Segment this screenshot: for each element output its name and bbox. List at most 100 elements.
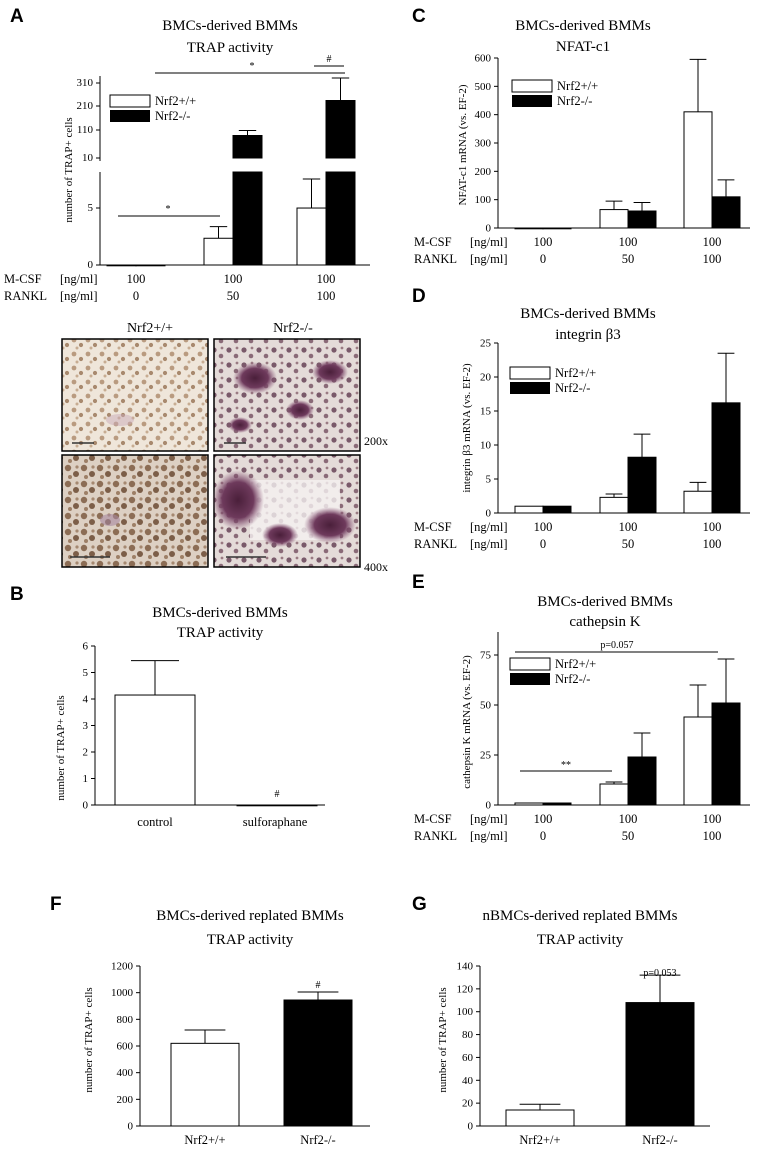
significance-star: * bbox=[166, 204, 171, 215]
panel-b-title-line1: BMCs-derived BMMs bbox=[152, 605, 288, 621]
y-tick-label: 300 bbox=[475, 138, 492, 150]
panel-f-title-line2: TRAP activity bbox=[207, 932, 294, 948]
panel-c-title-line2: NFAT-c1 bbox=[556, 39, 610, 55]
condition-value: 0 bbox=[540, 252, 546, 266]
bar bbox=[627, 756, 657, 806]
condition-value: 50 bbox=[622, 829, 635, 843]
y-tick-label: 40 bbox=[462, 1075, 474, 1087]
y-tick-label: 400 bbox=[117, 1067, 134, 1079]
panel-e-y-ticks: 0 25 50 75 bbox=[480, 650, 498, 812]
condition-value: 100 bbox=[534, 812, 553, 826]
y-tick-label: 10 bbox=[480, 440, 492, 452]
y-tick-label: 600 bbox=[475, 53, 492, 65]
panel-c-title-line1: BMCs-derived BMMs bbox=[515, 18, 651, 34]
condition-value: 100 bbox=[703, 520, 722, 534]
y-tick-label: 60 bbox=[462, 1052, 474, 1064]
condition-unit: [ng/ml] bbox=[470, 812, 508, 826]
panel-f: F BMCs-derived replated BMMs TRAP activi… bbox=[50, 894, 370, 1147]
micrograph-col-label: Nrf2+/+ bbox=[127, 321, 173, 336]
panel-f-bars bbox=[170, 991, 353, 1127]
y-tick-label: 1200 bbox=[111, 961, 134, 973]
y-tick-label: 1000 bbox=[111, 987, 134, 999]
legend-swatch-open bbox=[509, 657, 551, 671]
panel-c-y-ticks: 0 100 200 300 400 500 600 bbox=[475, 53, 498, 235]
legend-label-ko: Nrf2-/- bbox=[155, 109, 190, 123]
condition-value: 50 bbox=[622, 252, 635, 266]
y-tick-label: 200 bbox=[117, 1094, 134, 1106]
bar bbox=[542, 505, 572, 514]
condition-value: 0 bbox=[540, 537, 546, 551]
condition-value: 100 bbox=[703, 812, 722, 826]
y-tick-label: 20 bbox=[462, 1098, 474, 1110]
panel-c-ylabel: NFAT-c1 mRNA (vs. EF-2) bbox=[457, 84, 469, 205]
y-tick-label: 5 bbox=[486, 474, 492, 486]
condition-unit: [ng/ml] bbox=[470, 235, 508, 249]
condition-value: 100 bbox=[224, 272, 243, 286]
panel-b-category-label: sulforaphane bbox=[243, 815, 308, 829]
panel-d-bars bbox=[514, 352, 741, 514]
panel-g-y-ticks: 0 20 40 60 80 100 120 140 bbox=[457, 961, 480, 1133]
panel-g-category-label: Nrf2+/+ bbox=[519, 1133, 560, 1147]
panel-a-ytick: 5 bbox=[88, 202, 94, 214]
condition-value: 100 bbox=[703, 829, 722, 843]
legend-swatch-filled bbox=[110, 110, 150, 122]
condition-value: 100 bbox=[127, 272, 146, 286]
condition-label-rankl: RANKL bbox=[414, 537, 457, 551]
condition-value: 50 bbox=[622, 537, 635, 551]
panel-e-ylabel: cathepsin K mRNA (vs. EF-2) bbox=[461, 655, 473, 789]
y-tick-label: 200 bbox=[475, 166, 492, 178]
panel-a: A BMCs-derived BMMs TRAP activity number… bbox=[4, 6, 388, 574]
bar bbox=[599, 496, 629, 514]
panel-a-title-line1: BMCs-derived BMMs bbox=[162, 18, 298, 34]
condition-unit: [ng/ml] bbox=[60, 289, 98, 303]
condition-unit: [ng/ml] bbox=[470, 537, 508, 551]
bar bbox=[135, 264, 166, 267]
legend-label-wt: Nrf2+/+ bbox=[555, 366, 596, 380]
bar bbox=[542, 227, 572, 230]
legend-label-wt: Nrf2+/+ bbox=[557, 79, 598, 93]
bar bbox=[599, 209, 629, 229]
panel-label-e: E bbox=[412, 572, 425, 593]
legend-label-wt: Nrf2+/+ bbox=[155, 94, 196, 108]
bar bbox=[711, 196, 741, 229]
panel-g: G nBMCs-derived replated BMMs TRAP activ… bbox=[412, 894, 710, 1147]
condition-unit: [ng/ml] bbox=[60, 272, 98, 286]
legend-swatch-filled bbox=[512, 95, 552, 107]
legend-label-ko: Nrf2-/- bbox=[557, 94, 592, 108]
legend-label-wt: Nrf2+/+ bbox=[555, 657, 596, 671]
panel-b-y-ticks: 0 1 2 3 4 5 6 bbox=[83, 641, 95, 812]
bar bbox=[627, 210, 657, 229]
bar bbox=[514, 505, 544, 514]
bar bbox=[683, 111, 713, 229]
significance-hash: # bbox=[275, 789, 280, 800]
y-tick-label: 6 bbox=[83, 641, 89, 653]
y-tick-label: 3 bbox=[83, 720, 89, 732]
panel-d-y-ticks: 0 5 10 15 20 25 bbox=[480, 338, 498, 520]
panel-a-ylabel: number of TRAP+ cells bbox=[63, 117, 75, 222]
condition-label-mcsf: M-CSF bbox=[414, 812, 452, 826]
condition-value: 0 bbox=[133, 289, 139, 303]
bar bbox=[170, 1042, 240, 1127]
panel-f-title-line1: BMCs-derived replated BMMs bbox=[156, 908, 344, 924]
magnification-label: 200x bbox=[364, 434, 388, 448]
panel-e-title-line2: cathepsin K bbox=[569, 614, 640, 630]
panel-label-g: G bbox=[412, 894, 427, 915]
panel-a-ytick: 310 bbox=[77, 77, 94, 89]
y-tick-label: 80 bbox=[462, 1029, 474, 1041]
y-tick-label: 1 bbox=[83, 773, 89, 785]
y-tick-label: 0 bbox=[468, 1121, 474, 1133]
y-tick-label: 4 bbox=[83, 694, 89, 706]
legend-swatch-open bbox=[509, 366, 551, 380]
y-tick-label: 75 bbox=[480, 650, 492, 662]
y-tick-label: 0 bbox=[486, 800, 492, 812]
bar bbox=[599, 783, 629, 806]
panel-a-ytick: 110 bbox=[77, 124, 94, 136]
legend-label-ko: Nrf2-/- bbox=[555, 381, 590, 395]
condition-value: 100 bbox=[317, 272, 336, 286]
panel-c-bars bbox=[514, 58, 741, 230]
y-tick-label: 600 bbox=[117, 1041, 134, 1053]
condition-value: 100 bbox=[703, 537, 722, 551]
bar bbox=[514, 802, 544, 806]
panel-label-c: C bbox=[412, 6, 426, 27]
panel-a-ytick: 10 bbox=[82, 152, 94, 164]
